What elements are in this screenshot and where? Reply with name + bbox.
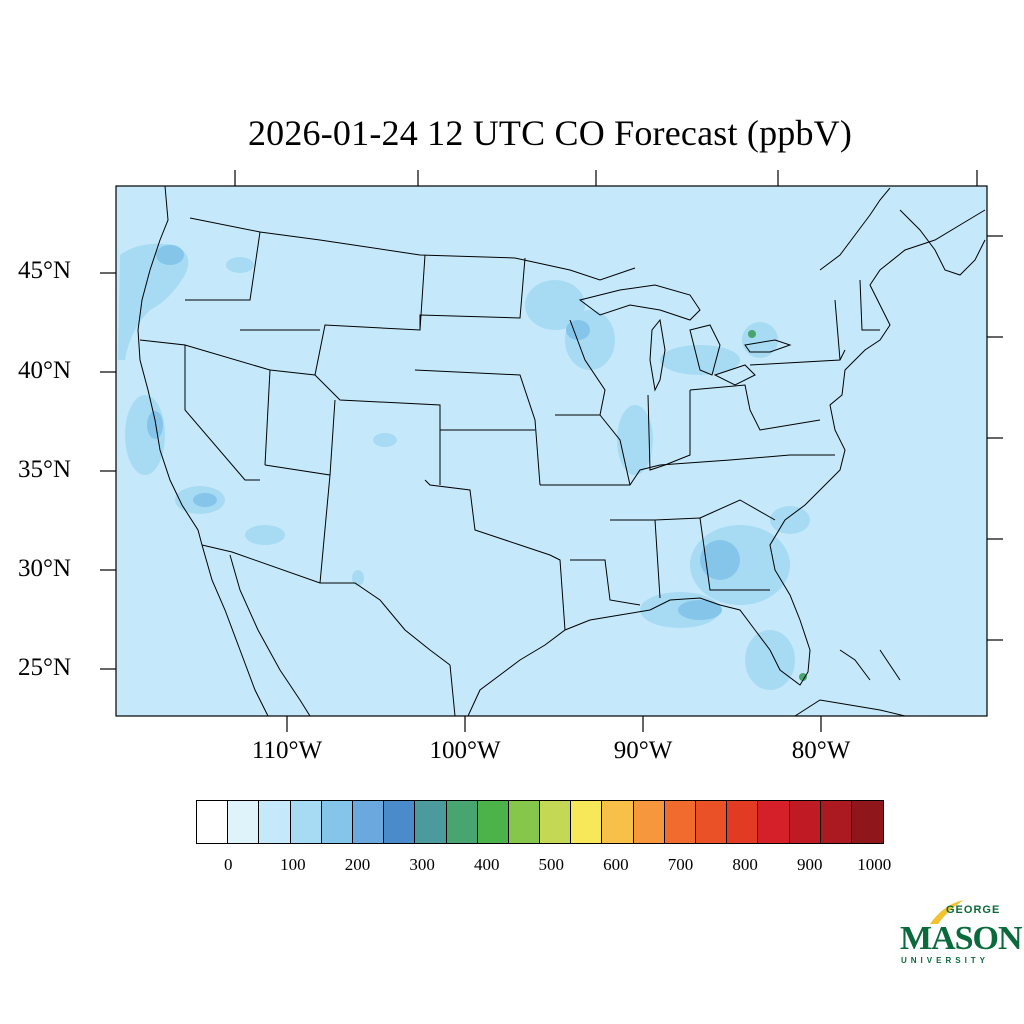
colorbar-box — [727, 801, 759, 843]
colorbar-box — [384, 801, 416, 843]
gmu-logo: GEORGE MASON UNIVERSITY — [896, 898, 1023, 968]
colorbar-box — [602, 801, 634, 843]
lat-label-45: 45°N — [18, 257, 72, 284]
colorbar-box — [477, 801, 509, 843]
chart-title: 2026-01-24 12 UTC CO Forecast (ppbV) — [247, 113, 853, 153]
colorbar-box — [571, 801, 603, 843]
logo-university: UNIVERSITY — [901, 956, 990, 965]
colorbar-box — [696, 801, 728, 843]
lat-label-35: 35°N — [18, 456, 72, 483]
lon-label-80w: 80°W — [791, 737, 851, 764]
logo-mason: MASON — [900, 920, 1023, 957]
logo-flame-icon — [930, 900, 964, 924]
colorbar-box — [446, 801, 478, 843]
colorbar-box — [851, 801, 884, 843]
co-plumes — [118, 243, 810, 690]
colorbar-box — [664, 801, 696, 843]
colorbar-tick-label: 700 — [667, 855, 694, 874]
bottom-ticks — [286, 716, 822, 732]
lon-label-90w: 90°W — [613, 737, 673, 764]
left-ticks — [100, 272, 116, 670]
co-hotspots — [748, 330, 807, 681]
colorbar-box — [633, 801, 665, 843]
coastlines-and-borders — [137, 185, 986, 717]
colorbar-box — [789, 801, 821, 843]
colorbar-tick-label: 400 — [473, 855, 500, 874]
logo-george: GEORGE — [946, 904, 1001, 916]
top-ticks — [234, 170, 978, 186]
colorbar-box — [259, 801, 291, 843]
lat-label-25: 25°N — [18, 654, 72, 681]
colorbar-tick-label: 200 — [344, 855, 371, 874]
colorbar-box — [321, 801, 353, 843]
colorbar-tick-label: 300 — [409, 855, 435, 874]
colorbar-box — [540, 801, 572, 843]
colorbar — [196, 800, 885, 844]
colorbar-box — [758, 801, 790, 843]
colorbar-box — [820, 801, 852, 843]
lon-label-110w: 110°W — [251, 737, 323, 764]
colorbar-tick-label: 0 — [224, 855, 233, 874]
right-ticks — [987, 235, 1003, 641]
colorbar-tick-label: 100 — [280, 855, 306, 874]
colorbar-box — [352, 801, 385, 843]
colorbar-box — [508, 801, 541, 843]
colorbar-tick-label: 500 — [538, 855, 565, 874]
co-plumes-dark — [147, 245, 740, 620]
colorbar-tick-label: 800 — [732, 855, 758, 874]
map-background — [116, 186, 987, 716]
lat-label-40: 40°N — [18, 357, 72, 384]
lon-label-100w: 100°W — [429, 737, 501, 764]
colorbar-tick-label: 900 — [796, 855, 823, 874]
colorbar-box — [415, 801, 447, 843]
colorbar-box — [197, 801, 229, 843]
colorbar-box — [228, 801, 260, 843]
map-frame — [115, 185, 988, 717]
colorbar-tick-label: 1000 — [857, 855, 892, 874]
colorbar-box — [290, 801, 322, 843]
lat-label-30: 30°N — [18, 555, 72, 582]
colorbar-tick-label: 600 — [603, 855, 629, 874]
